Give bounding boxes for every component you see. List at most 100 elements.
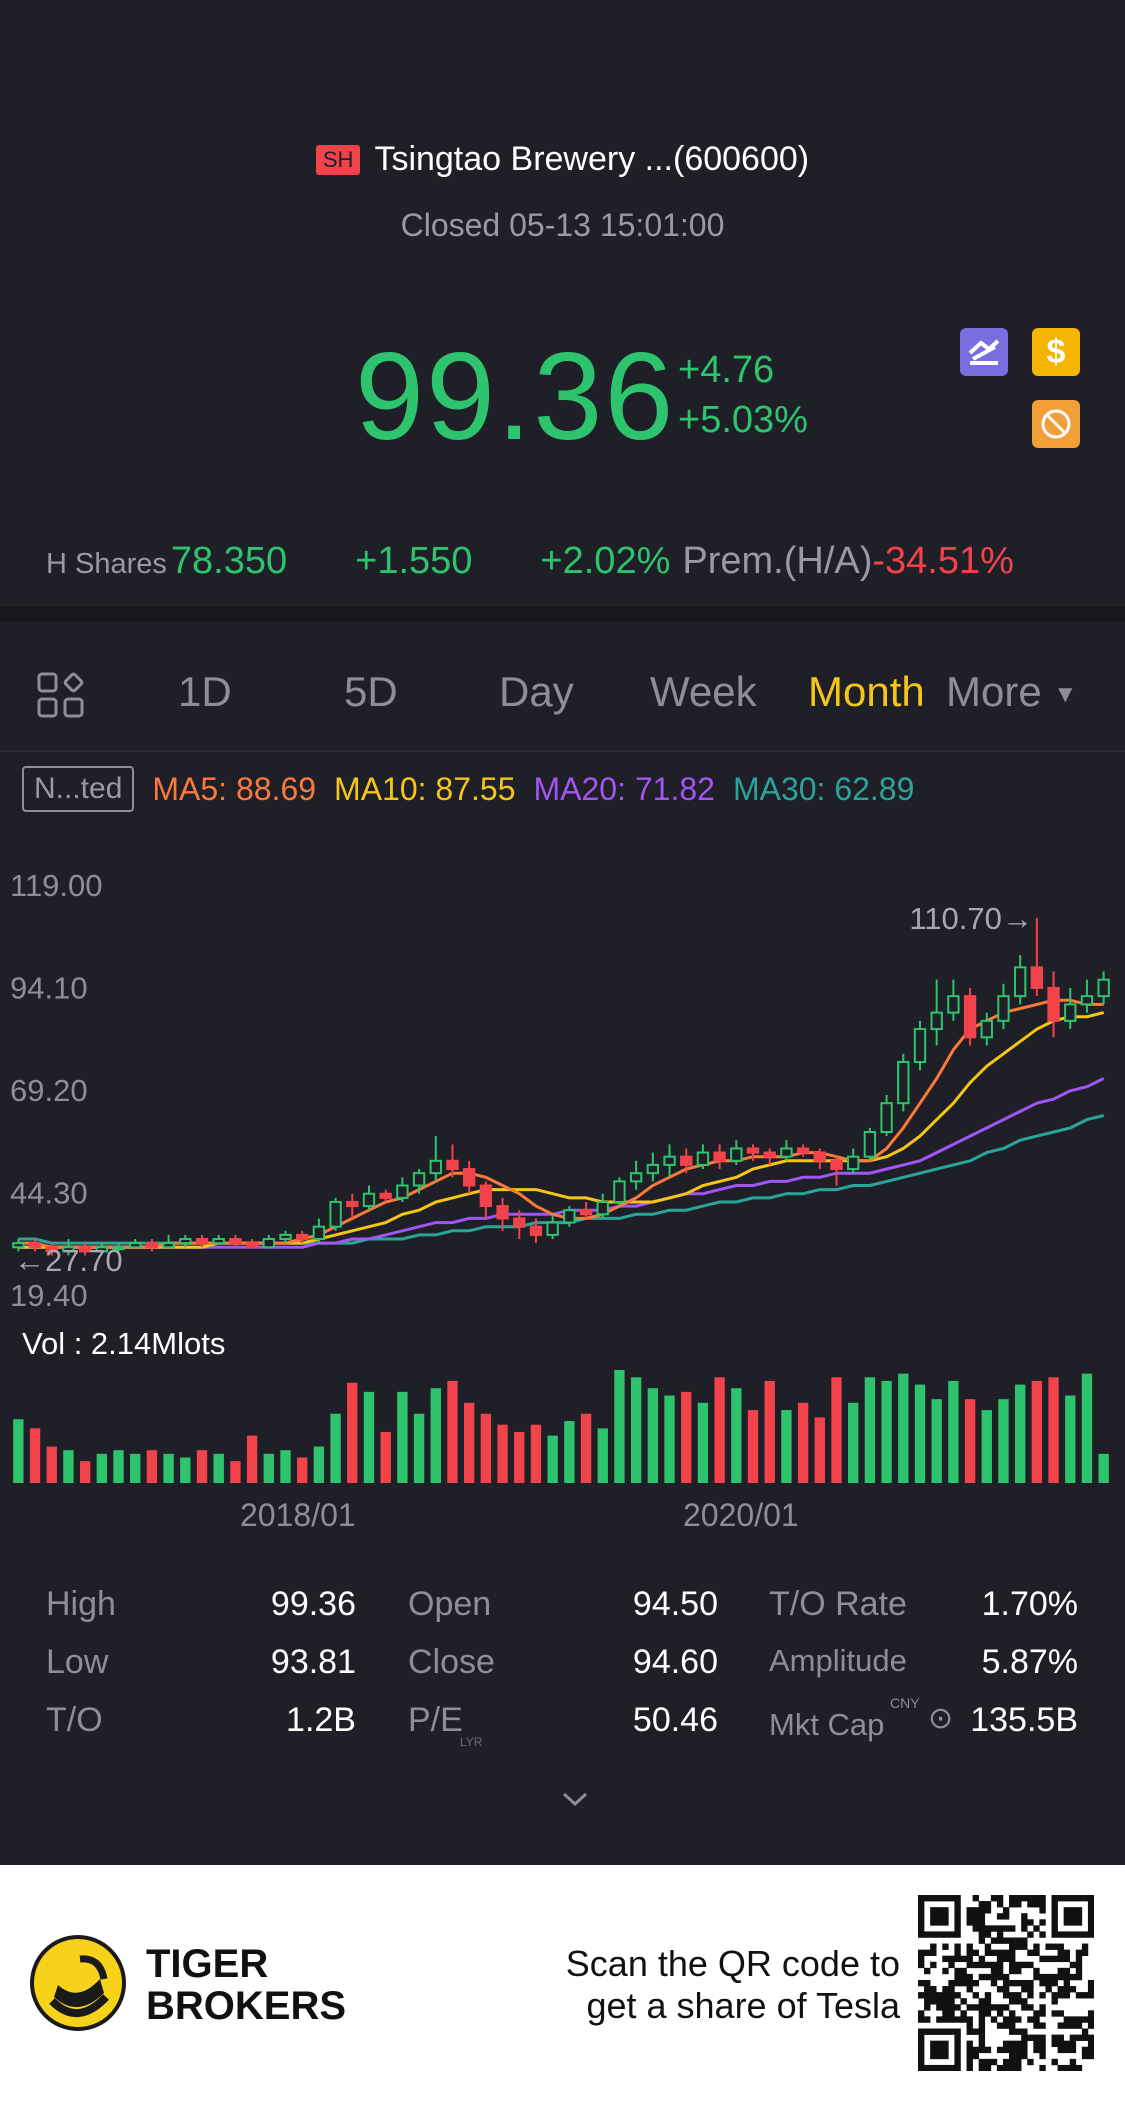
qr-module — [942, 2046, 949, 2054]
qr-module — [1087, 2052, 1095, 2060]
qr-module — [984, 1907, 992, 1914]
candle-body — [579, 1209, 593, 1216]
qr-module — [984, 2064, 992, 2072]
qr-module — [966, 2016, 973, 2023]
volume-bar — [580, 1413, 592, 1483]
candle-body — [1013, 966, 1027, 998]
qr-module — [1009, 2058, 1016, 2066]
qr-module — [918, 1955, 925, 1963]
qr-module — [942, 1913, 949, 1920]
volume-bar — [113, 1450, 124, 1483]
qr-module — [1033, 2010, 1040, 2017]
qr-module — [1075, 1913, 1083, 1920]
qr-module — [972, 2052, 979, 2060]
qr-module — [996, 1973, 1004, 1981]
qr-module — [954, 1979, 961, 1987]
qr-module — [1063, 1895, 1071, 1902]
qr-code[interactable] — [918, 1895, 1095, 2072]
volume-bar — [597, 1428, 608, 1483]
tab-day[interactable]: Day — [499, 668, 574, 715]
tab-more[interactable]: More ▼ — [946, 668, 1077, 716]
qr-module — [978, 1937, 986, 1944]
more-dots-icon[interactable]: ⊙ — [928, 1702, 954, 1735]
qr-module — [918, 2052, 925, 2060]
qr-module — [1063, 1931, 1071, 1938]
ma30-line — [18, 1114, 1105, 1245]
candle-body — [746, 1147, 760, 1154]
promo-line2: get a share of Tesla — [586, 1985, 900, 2026]
qr-module — [1033, 1973, 1040, 1981]
candle-body — [730, 1147, 743, 1162]
candle-body — [145, 1242, 159, 1249]
stat-mktcap-value: 135.5B — [970, 1701, 1078, 1739]
candlestick-chart[interactable]: 119.00 94.10 69.20 44.30 19.40 110.70→ ←27.70 V… — [0, 850, 1125, 1510]
tab-month[interactable]: Month — [808, 668, 925, 715]
qr-module — [1009, 2010, 1016, 2017]
qr-module — [984, 1943, 992, 1950]
qr-module — [1051, 1895, 1058, 1902]
volume-bar — [146, 1450, 158, 1483]
qr-module — [966, 1949, 973, 1956]
tab-1d[interactable]: 1D — [178, 668, 232, 715]
qr-module — [978, 1907, 986, 1914]
qr-module — [1087, 2046, 1095, 2054]
qr-module — [948, 1931, 955, 1938]
qr-module — [1057, 1895, 1064, 1902]
qr-module — [918, 1913, 925, 1920]
qr-module — [1057, 1955, 1064, 1963]
ma10-line — [18, 1011, 1105, 1249]
qr-module — [954, 2064, 961, 2072]
volume-bar — [664, 1395, 675, 1483]
qr-module — [954, 1967, 961, 1975]
more-label: More — [946, 668, 1042, 715]
qr-module — [930, 1986, 937, 1993]
qr-module — [1069, 1931, 1077, 1938]
qr-module — [978, 1998, 986, 2005]
qr-module — [1063, 1913, 1071, 1920]
candle-body — [446, 1159, 459, 1171]
qr-module — [1069, 1986, 1077, 1993]
qr-module — [1033, 2046, 1040, 2054]
qr-module — [918, 1907, 925, 1914]
qr-module — [1075, 1919, 1083, 1926]
qr-module — [966, 1955, 973, 1963]
qr-module — [1063, 2016, 1071, 2023]
qr-module — [918, 2034, 925, 2041]
qr-module — [972, 2046, 979, 2054]
layout-grid-icon[interactable] — [36, 670, 86, 720]
high-price-marker: 110.70→ — [909, 901, 1033, 936]
tab-5d[interactable]: 5D — [344, 668, 398, 715]
adjust-toggle[interactable]: N...ted — [22, 766, 135, 812]
qr-module — [1033, 2034, 1040, 2041]
expand-chevron-icon[interactable] — [560, 1780, 590, 1819]
qr-module — [954, 1919, 961, 1926]
qr-module — [1057, 1931, 1064, 1938]
qr-module — [1051, 1992, 1058, 1999]
volume-bar — [263, 1453, 274, 1483]
qr-module — [996, 1925, 1004, 1932]
volume-bar — [397, 1391, 408, 1483]
no-icon[interactable] — [1032, 400, 1080, 448]
qr-module — [996, 1961, 1004, 1969]
qr-module — [978, 1955, 986, 1963]
candle-body — [412, 1172, 426, 1187]
candle-body — [195, 1238, 209, 1245]
premium-value: -34.51% — [872, 540, 1014, 582]
tab-week[interactable]: Week — [650, 668, 757, 715]
chart-icon[interactable] — [960, 328, 1008, 376]
qr-module — [984, 1925, 992, 1932]
qr-module — [1063, 1949, 1071, 1956]
candle-body — [629, 1172, 643, 1183]
stat-high-value: 99.36 — [270, 1585, 356, 1623]
stock-name[interactable]: Tsingtao Brewery ...(600600) — [374, 140, 810, 178]
qr-module — [996, 2064, 1004, 2072]
qr-module — [1081, 2028, 1089, 2035]
qr-module — [918, 1949, 925, 1956]
dollar-icon[interactable]: $ — [1032, 328, 1080, 376]
ma30-value: MA30: 62.89 — [732, 770, 915, 807]
promo-line1: Scan the QR code to — [565, 1943, 900, 1984]
qr-module — [948, 1979, 955, 1987]
qr-module — [1015, 2028, 1022, 2035]
qr-module — [1002, 1913, 1010, 1920]
qr-module — [1021, 1913, 1028, 1920]
